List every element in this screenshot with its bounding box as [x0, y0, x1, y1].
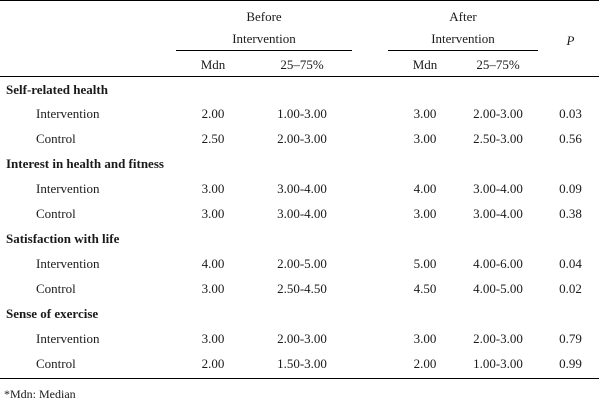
- before-iqr-cell: 2.50-4.50: [277, 281, 327, 296]
- group-label: Intervention: [36, 181, 100, 196]
- after-heading-line1: After: [449, 9, 477, 24]
- before-mdn-cell: 3.00: [201, 181, 225, 196]
- p-value-cell: 0.09: [559, 181, 582, 196]
- after-iqr-cell: 2.00-3.00: [473, 331, 523, 346]
- after-iqr-cell: 3.00-4.00: [473, 206, 523, 221]
- before-iqr-heading: 25–75%: [280, 57, 324, 72]
- p-value-cell: 0.38: [559, 206, 582, 221]
- after-iqr-cell: 1.00-3.00: [473, 356, 523, 371]
- section-title: Sense of exercise: [6, 306, 99, 321]
- p-value-cell: 0.99: [559, 356, 582, 371]
- after-iqr-cell: 4.00-5.00: [473, 281, 523, 296]
- after-mdn-cell: 5.00: [413, 256, 437, 271]
- before-iqr-cell: 1.00-3.00: [277, 106, 327, 121]
- p-value-cell: 0.56: [559, 131, 582, 146]
- after-mdn-heading: Mdn: [412, 57, 438, 72]
- after-mdn-cell: 3.00: [413, 106, 437, 121]
- group-label: Control: [36, 131, 76, 146]
- group-label: Control: [36, 356, 76, 371]
- group-label: Intervention: [36, 106, 100, 121]
- before-heading-line2: Intervention: [232, 31, 296, 46]
- after-iqr-cell: 4.00-6.00: [473, 256, 523, 271]
- group-label: Control: [36, 281, 76, 296]
- after-iqr-cell: 2.00-3.00: [473, 106, 523, 121]
- after-mdn-cell: 3.00: [413, 206, 437, 221]
- section-title: Satisfaction with life: [6, 231, 120, 246]
- after-group-rule: [388, 50, 538, 51]
- before-mdn-heading: Mdn: [200, 57, 226, 72]
- after-heading-line2: Intervention: [431, 31, 495, 46]
- before-mdn-cell: 3.00: [201, 281, 225, 296]
- before-iqr-cell: 2.00-3.00: [277, 331, 327, 346]
- after-mdn-cell: 3.00: [413, 331, 437, 346]
- bottom-rule: [0, 378, 599, 379]
- before-mdn-cell: 3.00: [201, 206, 225, 221]
- before-iqr-cell: 1.50-3.00: [277, 356, 327, 371]
- before-iqr-cell: 2.00-5.00: [277, 256, 327, 271]
- before-mdn-cell: 4.00: [201, 256, 225, 271]
- after-mdn-cell: 4.00: [413, 181, 437, 196]
- section-title: Interest in health and fitness: [6, 156, 164, 171]
- p-value-cell: 0.03: [559, 106, 582, 121]
- group-label: Intervention: [36, 331, 100, 346]
- before-mdn-cell: 2.00: [201, 106, 225, 121]
- header-rule: [0, 76, 599, 77]
- before-iqr-cell: 3.00-4.00: [277, 181, 327, 196]
- after-iqr-cell: 3.00-4.00: [473, 181, 523, 196]
- group-label: Intervention: [36, 256, 100, 271]
- p-value-cell: 0.79: [559, 331, 582, 346]
- footnote: *Mdn: Median: [4, 387, 76, 401]
- after-mdn-cell: 3.00: [413, 131, 437, 146]
- after-mdn-cell: 4.50: [413, 281, 437, 296]
- before-iqr-cell: 2.00-3.00: [277, 131, 327, 146]
- before-group-rule: [176, 50, 352, 51]
- p-heading: P: [566, 33, 575, 48]
- before-mdn-cell: 2.00: [201, 356, 225, 371]
- top-rule: [0, 0, 599, 1]
- section-title: Self-related health: [6, 82, 108, 97]
- before-mdn-cell: 2.50: [201, 131, 225, 146]
- after-mdn-cell: 2.00: [413, 356, 437, 371]
- before-iqr-cell: 3.00-4.00: [277, 206, 327, 221]
- p-value-cell: 0.02: [559, 281, 582, 296]
- after-iqr-heading: 25–75%: [476, 57, 520, 72]
- before-heading-line1: Before: [246, 9, 282, 24]
- group-label: Control: [36, 206, 76, 221]
- after-iqr-cell: 2.50-3.00: [473, 131, 523, 146]
- before-mdn-cell: 3.00: [201, 331, 225, 346]
- p-value-cell: 0.04: [559, 256, 582, 271]
